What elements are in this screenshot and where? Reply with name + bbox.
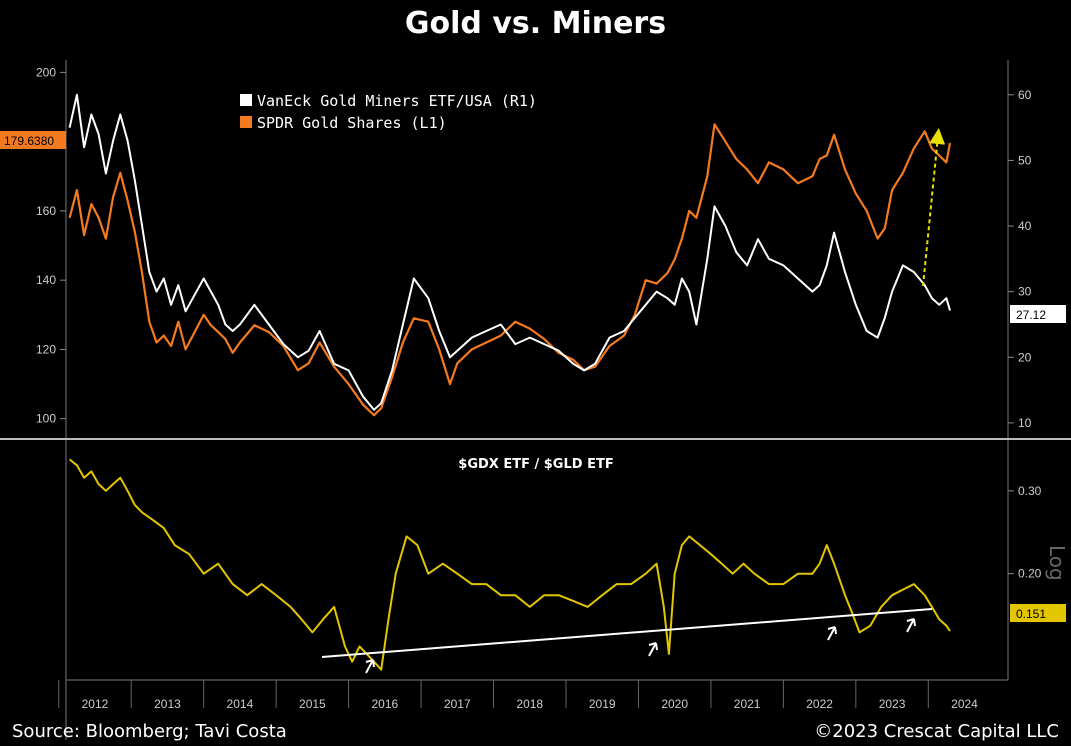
gld-series-line bbox=[68, 123, 952, 417]
y-right-tick-label: 20 bbox=[1018, 350, 1032, 364]
x-tick-label: 2019 bbox=[589, 697, 616, 711]
ratio-chart-title: $GDX ETF / $GLD ETF bbox=[458, 457, 613, 472]
gdx-last-value: 27.12 bbox=[1016, 308, 1046, 322]
log-scale-label: Log bbox=[1045, 545, 1069, 581]
x-tick-label: 2017 bbox=[444, 697, 471, 711]
x-axis: 2012 2013 2014 2015 2016 2017 2018 2019 2020 2021… bbox=[58, 680, 978, 711]
chart-title: Gold vs. Miners bbox=[404, 6, 667, 41]
y-right-tick-label: 60 bbox=[1018, 88, 1032, 102]
legend-swatch-gdx bbox=[240, 94, 252, 106]
x-tick-label: 2015 bbox=[299, 697, 326, 711]
gld-last-value-tag bbox=[0, 131, 66, 149]
gdx-series-line bbox=[68, 93, 951, 411]
legend-label-gdx: VanEck Gold Miners ETF/USA (R1) bbox=[257, 92, 537, 110]
x-tick-label: 2014 bbox=[227, 697, 254, 711]
x-tick-label: 2024 bbox=[951, 697, 978, 711]
x-tick-label: 2022 bbox=[806, 697, 833, 711]
legend-swatch-gld bbox=[240, 116, 252, 128]
y-left-tick-label: 120 bbox=[36, 342, 56, 356]
y-right-tick-label: 30 bbox=[1018, 285, 1032, 299]
y-left-tick-label: 160 bbox=[36, 204, 56, 218]
support-arrow-2020 bbox=[648, 642, 658, 657]
copyright-note: ©2023 Crescat Capital LLC bbox=[814, 721, 1059, 742]
gld-last-value: 179.6380 bbox=[4, 134, 54, 148]
y-left-tick-label: 100 bbox=[36, 412, 56, 426]
ratio-y-tick-label: 0.30 bbox=[1018, 484, 1042, 498]
x-tick-label: 2020 bbox=[661, 697, 688, 711]
gdx-last-value-tag bbox=[1010, 305, 1066, 323]
support-trendline bbox=[321, 608, 933, 658]
ratio-y-tick-label: 0.20 bbox=[1018, 567, 1042, 581]
x-tick-label: 2013 bbox=[154, 697, 181, 711]
y-right-tick-label: 10 bbox=[1018, 416, 1032, 430]
y-right-tick-label: 50 bbox=[1018, 153, 1032, 167]
support-arrows bbox=[365, 618, 916, 674]
support-arrow-2023 bbox=[906, 618, 916, 633]
source-note: Source: Bloomberg; Tavi Costa bbox=[12, 721, 287, 742]
ratio-last-value: 0.151 bbox=[1016, 607, 1046, 621]
legend-label-gld: SPDR Gold Shares (L1) bbox=[257, 114, 447, 132]
x-tick-label: 2016 bbox=[371, 697, 398, 711]
ratio-last-value-tag bbox=[1010, 604, 1066, 622]
bottom-series bbox=[68, 458, 951, 671]
x-tick-label: 2021 bbox=[734, 697, 761, 711]
x-tick-label: 2023 bbox=[879, 697, 906, 711]
y-right-tick-label: 40 bbox=[1018, 219, 1032, 233]
support-arrow-2015 bbox=[365, 659, 375, 674]
top-series bbox=[68, 93, 952, 417]
ratio-series-line bbox=[68, 458, 951, 671]
x-tick-label: 2012 bbox=[82, 697, 109, 711]
bottom-axes: 0.20 0.30 bbox=[1008, 484, 1042, 581]
x-tick-label: 2018 bbox=[516, 697, 543, 711]
y-left-tick-label: 200 bbox=[36, 65, 56, 79]
top-axes: 100120140160180200102030405060 bbox=[36, 65, 1032, 429]
y-left-tick-label: 140 bbox=[36, 273, 56, 287]
legend-box bbox=[234, 86, 568, 134]
support-arrow-2022 bbox=[827, 626, 837, 641]
upward-trend-arrow bbox=[922, 128, 946, 287]
